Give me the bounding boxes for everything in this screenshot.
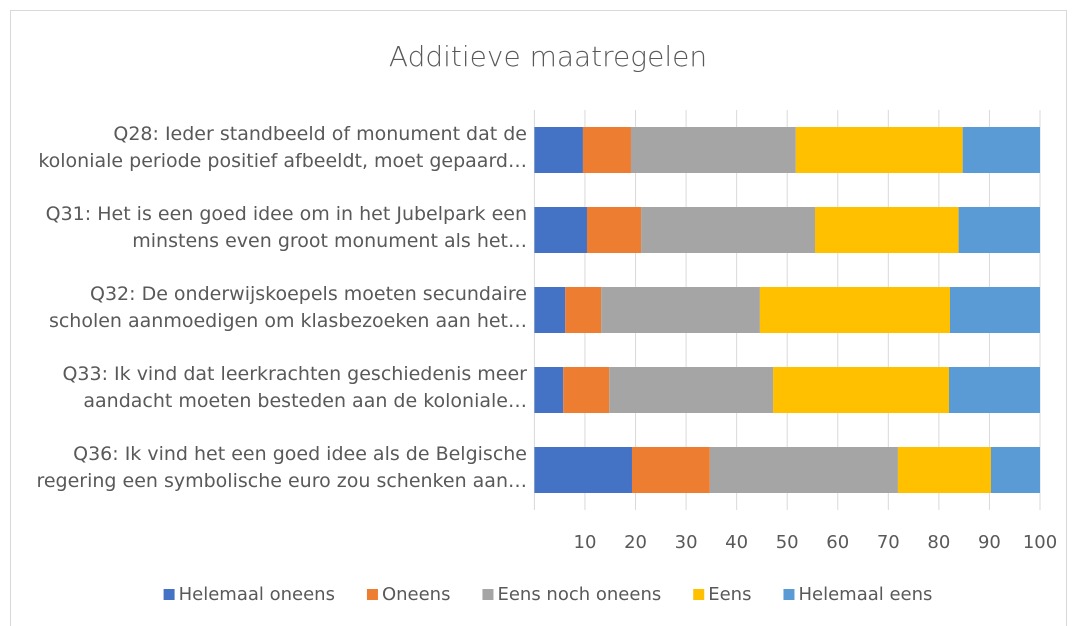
x-tick-label: 10 <box>574 532 597 553</box>
bar-segment <box>534 287 566 333</box>
legend-swatch <box>482 589 494 600</box>
x-tick-label: 30 <box>675 532 698 553</box>
x-tick-label: 70 <box>877 532 900 553</box>
category-label: Q33: Ik vind dat leerkrachten geschieden… <box>62 363 527 412</box>
x-tick-label: 80 <box>927 532 950 553</box>
x-tick-label: 100 <box>1023 532 1057 553</box>
bar-segment <box>897 447 991 493</box>
bar-segment <box>631 447 710 493</box>
bar-segment <box>759 287 951 333</box>
chart-border <box>10 10 1067 626</box>
legend-swatch <box>783 589 795 600</box>
legend-swatch <box>366 589 378 600</box>
x-tick-label: 40 <box>725 532 748 553</box>
bar-segment <box>773 367 949 413</box>
bar-segment <box>630 127 796 173</box>
bar-segment <box>948 367 1040 413</box>
bar-segment <box>534 447 632 493</box>
category-label: Q28: Ieder standbeeld of monument dat de… <box>38 123 527 172</box>
bar-segment <box>586 207 642 253</box>
bar-segment <box>609 367 774 413</box>
x-tick-label: 50 <box>776 532 799 553</box>
legend-swatch <box>163 589 175 600</box>
x-tick-label: 20 <box>624 532 647 553</box>
legend-label: Eens <box>708 584 751 605</box>
legend-label: Oneens <box>382 584 451 605</box>
bar-segment <box>534 207 587 253</box>
bar-segment <box>601 287 760 333</box>
legend-label: Helemaal oneens <box>179 584 335 605</box>
category-label: Q36: Ik vind het een goed idee als de Be… <box>36 443 527 492</box>
bar-segment <box>958 207 1040 253</box>
bar-segment <box>534 367 564 413</box>
x-tick-label: 60 <box>826 532 849 553</box>
legend-label: Helemaal eens <box>798 584 932 605</box>
category-label: Q32: De onderwijskoepels moeten secundai… <box>48 283 527 332</box>
x-tick-label: 90 <box>978 532 1001 553</box>
bar-segment <box>950 287 1040 333</box>
bar-segment <box>641 207 816 253</box>
chart-title: Additieve maatregelen <box>389 40 707 73</box>
bar-segment <box>582 127 631 173</box>
bar-segment <box>990 447 1040 493</box>
bar-segment <box>534 127 583 173</box>
bar-segment <box>815 207 959 253</box>
bar-segment <box>563 367 610 413</box>
category-label: Q31: Het is een goed idee om in het Jube… <box>45 203 527 252</box>
legend-swatch <box>693 589 705 600</box>
bar-segment <box>709 447 898 493</box>
bar-segment <box>962 127 1040 173</box>
bar-segment <box>795 127 963 173</box>
bar-segment <box>565 287 602 333</box>
legend-label: Eens noch oneens <box>497 584 661 605</box>
